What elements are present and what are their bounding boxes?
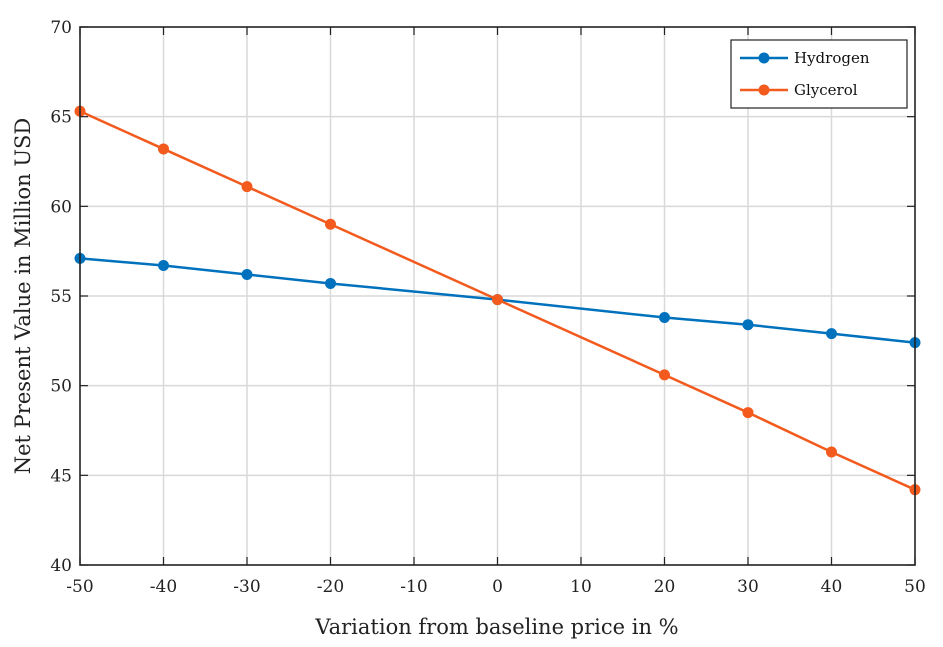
x-tick-label: 30 — [737, 577, 759, 597]
x-axis-title: Variation from baseline price in % — [314, 615, 678, 639]
data-point-glycerol — [742, 407, 754, 419]
data-point-hydrogen — [742, 319, 754, 331]
data-point-hydrogen — [241, 268, 253, 280]
data-point-hydrogen — [659, 312, 670, 324]
legend-marker-glycerol — [758, 84, 770, 96]
y-tick-label: 65 — [50, 108, 72, 128]
legend-marker-hydrogen — [758, 52, 770, 64]
legend: Hydrogen Glycerol — [730, 39, 908, 109]
x-tick-label: 20 — [654, 577, 676, 597]
x-tick-label: 10 — [570, 577, 592, 597]
legend-label-glycerol: Glycerol — [794, 81, 858, 99]
data-point-hydrogen — [158, 260, 169, 272]
ticks — [79, 26, 916, 566]
data-point-glycerol — [241, 181, 253, 193]
x-tick-label: 0 — [492, 577, 503, 597]
legend-box — [730, 39, 908, 109]
y-tick-label: 55 — [50, 287, 72, 307]
data-point-glycerol — [325, 218, 336, 230]
x-tick-label: -50 — [66, 577, 93, 597]
y-tick-label: 40 — [50, 556, 72, 576]
x-tick-label: 50 — [904, 577, 926, 597]
x-tick-label: -30 — [233, 577, 260, 597]
y-tick-label: 60 — [50, 197, 72, 217]
data-point-glycerol — [492, 294, 503, 306]
data-point-glycerol — [158, 143, 169, 155]
x-tick-label: -10 — [400, 577, 427, 597]
data-point-glycerol — [826, 446, 837, 458]
data-point-glycerol — [659, 369, 670, 381]
x-tick-label: -20 — [317, 577, 344, 597]
tick-labels: -50 -40 -30 -20 -10 0 10 20 30 40 50 40 45 50 55 60 65 70 — [50, 18, 925, 597]
data-point-hydrogen — [826, 328, 837, 340]
y-axis-title: Net Present Value in Million USD — [11, 118, 35, 475]
x-tick-label: -40 — [150, 577, 177, 597]
y-tick-label: 50 — [50, 377, 72, 397]
y-tick-label: 45 — [50, 466, 72, 486]
series-layer — [74, 105, 921, 496]
grid — [80, 27, 915, 565]
data-point-hydrogen — [325, 277, 336, 289]
x-tick-label: 40 — [821, 577, 843, 597]
y-tick-label: 70 — [50, 18, 72, 38]
legend-label-hydrogen: Hydrogen — [794, 49, 870, 67]
